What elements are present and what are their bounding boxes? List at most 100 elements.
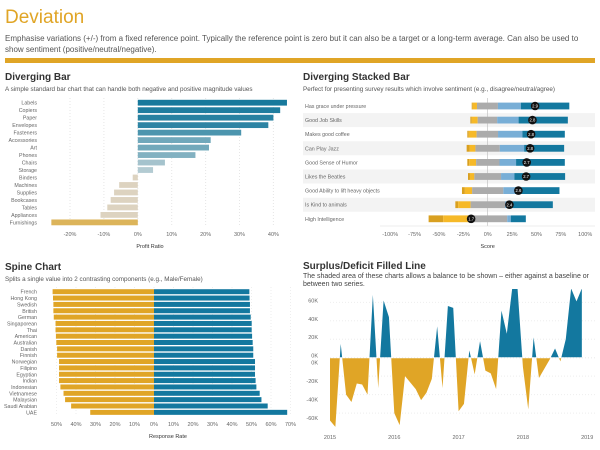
- bar-right: [154, 295, 250, 301]
- bar-segment: [468, 173, 470, 180]
- panel-title-diverging-stacked-bar: Diverging Stacked Bar: [303, 72, 410, 83]
- x-tick-label: 2018: [517, 435, 529, 441]
- bar-segment: [468, 130, 477, 138]
- category-label: Filipino: [20, 366, 37, 372]
- bar-segment: [524, 144, 565, 152]
- category-label: American: [15, 334, 37, 340]
- y-tick-label: 60K: [308, 298, 318, 304]
- category-label: Accessories: [8, 138, 37, 144]
- bar-left: [71, 403, 154, 409]
- score-label: 2.6: [515, 188, 521, 193]
- panel-title-surplus-deficit: Surplus/Deficit Filled Line: [303, 261, 426, 272]
- x-tick-label: 30%: [90, 422, 101, 428]
- x-tick-label: 50%: [246, 422, 257, 428]
- bar-segment: [518, 116, 568, 124]
- x-tick-label: 50%: [51, 422, 62, 428]
- deficit-area: [330, 358, 562, 427]
- bar-bookcases: [110, 197, 138, 203]
- x-tick-label: 0%: [134, 232, 142, 238]
- x-tick-label: 2019: [581, 435, 593, 441]
- bar-segment: [520, 102, 570, 110]
- category-label: High Intelligence: [305, 217, 344, 223]
- bar-segment: [507, 215, 511, 223]
- panel-subtitle-diverging-stacked-bar: Perfect for presenting survey results wh…: [303, 86, 555, 93]
- x-tick-label: 30%: [234, 232, 245, 238]
- bar-right: [154, 397, 262, 403]
- category-label: Vietnamese: [9, 391, 37, 397]
- bar-left: [56, 340, 154, 345]
- bar-storage: [137, 167, 154, 173]
- category-label: Indonesian: [11, 385, 37, 391]
- bar-segment: [507, 201, 553, 209]
- bar-left: [53, 308, 154, 314]
- category-label: Can Play Jazz: [305, 146, 339, 152]
- category-label: Art: [30, 146, 37, 152]
- bar-segment: [514, 173, 566, 180]
- x-tick-label: 2017: [452, 435, 464, 441]
- category-label: Storage: [18, 168, 37, 174]
- x-tick-label: 2015: [324, 435, 336, 441]
- category-label: Machines: [14, 183, 37, 189]
- bar-left: [60, 384, 154, 390]
- x-tick-label: 60%: [265, 422, 276, 428]
- bar-segment: [515, 187, 560, 194]
- category-label: Chairs: [22, 161, 38, 167]
- row-stripe: [303, 197, 595, 212]
- category-label: Danish: [21, 347, 38, 353]
- bar-left: [55, 333, 154, 339]
- bar-right: [154, 308, 250, 314]
- category-label: Norwegian: [12, 360, 37, 366]
- bar-right: [154, 359, 256, 365]
- bar-segment: [474, 173, 502, 180]
- category-label: Malaysian: [13, 398, 37, 404]
- score-label: 2.7: [523, 174, 529, 179]
- bar-paper: [137, 114, 274, 121]
- bar-segment: [516, 159, 565, 166]
- category-label: Good Sense of Humor: [305, 160, 358, 166]
- bar-left: [53, 301, 154, 307]
- y-tick-label: 0K: [311, 361, 318, 367]
- panel-subtitle-spine-chart: Splits a single value into 2 contrasting…: [5, 276, 203, 283]
- category-label: Makes good coffee: [305, 132, 350, 138]
- x-tick-label: -25%: [457, 232, 470, 238]
- bar-envelopes: [137, 122, 269, 129]
- bar-segment: [467, 159, 470, 166]
- y-tick-label: -20K: [306, 379, 318, 385]
- bar-right: [154, 320, 252, 326]
- category-label: French: [21, 290, 38, 296]
- bar-right: [154, 289, 250, 295]
- row-stripe: [303, 141, 595, 156]
- x-tick-label: 100%: [578, 232, 592, 238]
- panel-subtitle-surplus-deficit: The shaded area of these charts allows a…: [303, 273, 590, 288]
- bar-supplies: [114, 189, 138, 196]
- category-label: Is Kind to animals: [305, 203, 347, 209]
- bar-segment: [458, 201, 471, 209]
- bar-left: [55, 327, 154, 333]
- score-marker: [505, 200, 514, 209]
- y-tick-label: 20K: [308, 335, 318, 341]
- x-tick-label: -50%: [433, 232, 446, 238]
- score-label: 2.8: [530, 118, 536, 123]
- bar-left: [53, 314, 154, 320]
- bar-left: [63, 390, 154, 396]
- bar-segment: [472, 187, 504, 194]
- bar-segment: [471, 102, 473, 110]
- y-tick-label: 0K: [311, 354, 318, 360]
- bar-left: [59, 371, 154, 377]
- category-label: German: [18, 315, 37, 321]
- x-axis-title: Profit Ratio: [136, 244, 163, 250]
- bar-accessories: [137, 137, 211, 143]
- panel-subtitle-diverging-bar: A simple standard bar chart that can han…: [5, 86, 253, 93]
- x-tick-label: 0%: [484, 232, 492, 238]
- score-marker: [526, 129, 536, 139]
- bar-segment: [476, 159, 500, 166]
- bar-segment: [510, 215, 526, 223]
- x-tick-label: 75%: [555, 232, 566, 238]
- x-tick-label: -10%: [97, 232, 110, 238]
- x-tick-label: -100%: [382, 232, 398, 238]
- bar-binders: [132, 174, 138, 181]
- bar-appliances: [100, 212, 138, 218]
- bar-segment: [475, 144, 500, 152]
- bar-segment: [466, 144, 470, 152]
- bar-segment: [443, 215, 474, 223]
